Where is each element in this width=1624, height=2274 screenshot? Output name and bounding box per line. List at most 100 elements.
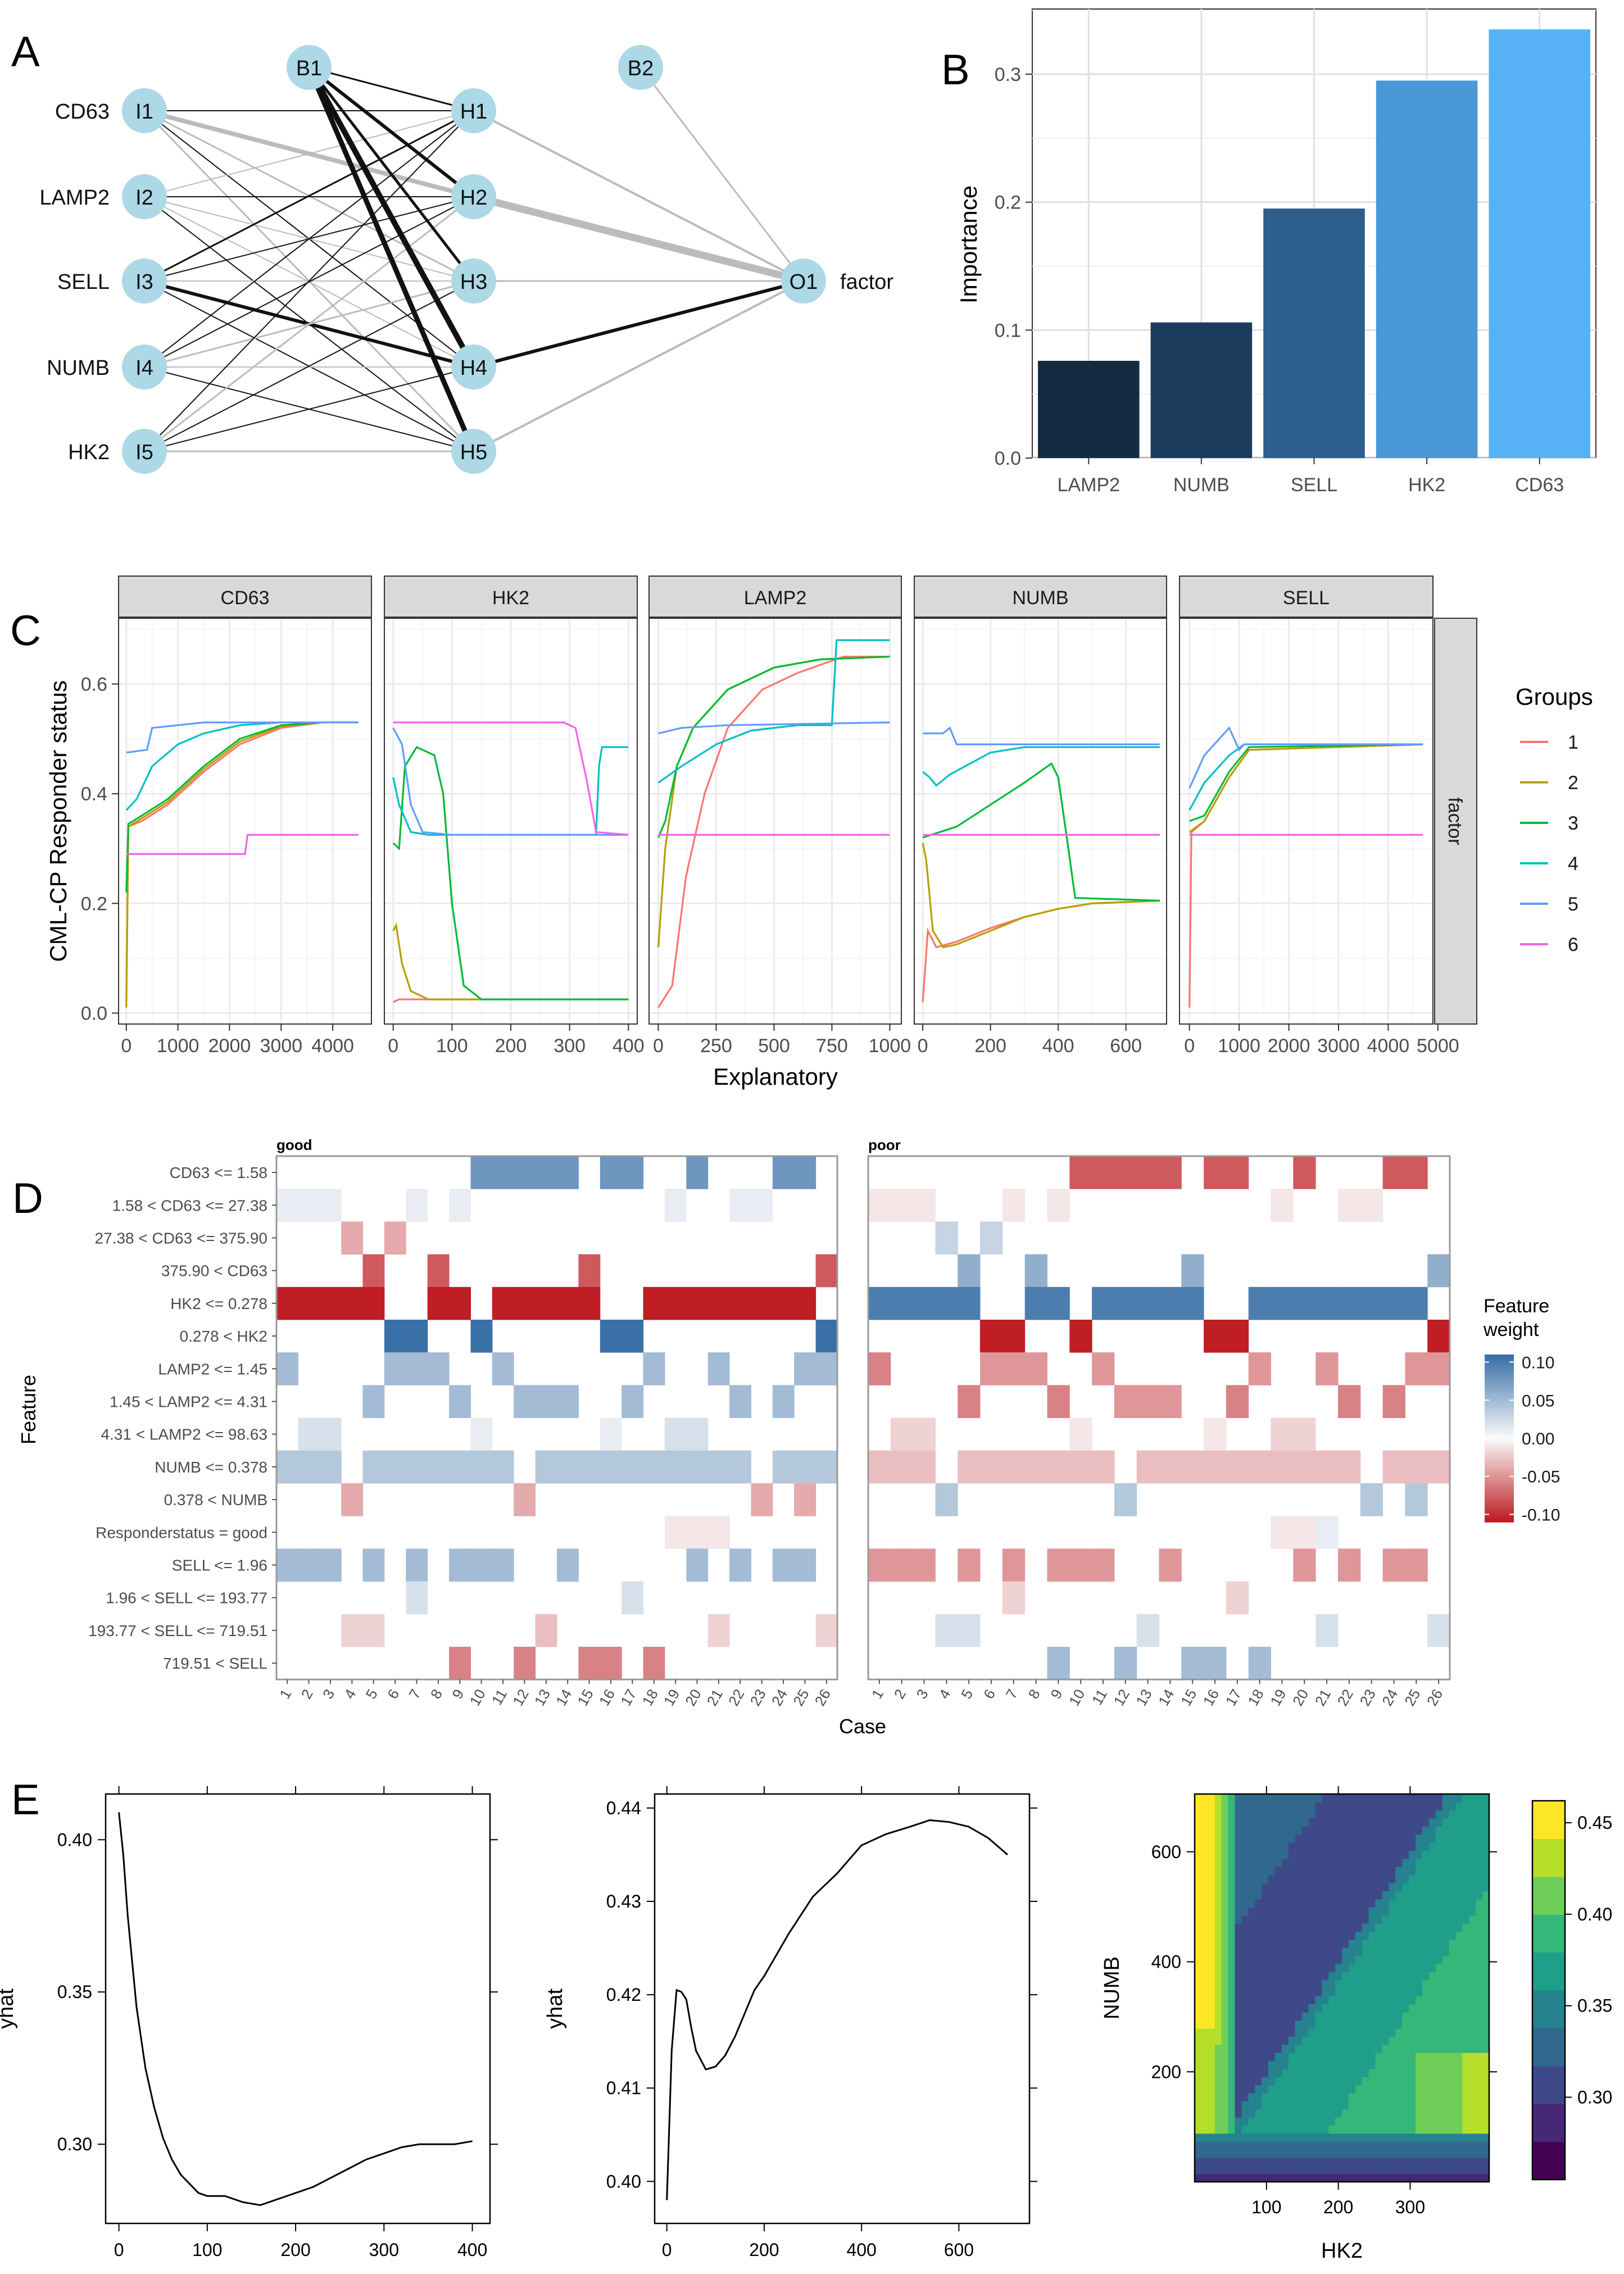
heatmap-cell [1195,1826,1202,1835]
heatmap-cell [1024,1352,1047,1385]
heatmap-cell [1288,2044,1296,2053]
heatmap-cell [1322,2149,1329,2158]
heatmap-cell [1268,1867,1276,1876]
heatmap-cell [1416,2036,1423,2045]
heatmap-cell [1328,1955,1336,1964]
heatmap-cell [1476,1963,1483,1972]
heatmap-cell [406,1548,428,1582]
heatmap-cell [1288,1859,1296,1867]
heatmap-cell [1281,1899,1289,1908]
heatmap-cell [1409,2053,1416,2061]
heatmap-cell [1274,1907,1282,1916]
heatmap-cell [1368,1923,1376,1932]
heatmap-cell [1455,2092,1463,2101]
heatmap-cell [1409,2101,1416,2110]
heatmap-cell [1201,1850,1209,1859]
heatmap-cell [1274,1842,1282,1851]
heatmap-cell [1201,1923,1209,1932]
heatmap-cell [1382,2036,1389,2045]
heatmap-cell [1469,2109,1476,2118]
heatmap-cell [1348,2157,1356,2166]
heatmap-cell [1274,2109,1282,2118]
heatmap-cell [1449,2149,1456,2158]
heatmap-cell [1322,1963,1329,1972]
heatmap-cell [1195,1859,1202,1867]
heatmap-cell [1449,1996,1456,2005]
heatmap-cell [1308,1826,1315,1835]
heatmap-cell [1482,1891,1490,1900]
heatmap-cell [1455,1923,1463,1932]
facet-border [275,1155,838,1680]
heatmap-cell [1335,1931,1342,1940]
heatmap-cell [1442,1915,1450,1924]
heatmap-cell [1288,1874,1296,1883]
heatmap-cell [1375,1972,1382,1981]
heatmap-cell [1335,1899,1342,1908]
heatmap-cell [1428,2157,1436,2166]
heatmap-cell [958,1287,981,1320]
heatmap-cell [1255,2068,1262,2077]
heatmap-cell [1221,2092,1229,2101]
heatmap-cell [1416,1907,1423,1916]
heatmap-cell [1482,1979,1490,1988]
heatmap-cell [1308,1794,1315,1802]
heatmap-cell [1342,1979,1349,1988]
x-tick-label: 200 [1323,2197,1353,2217]
heatmap-cell [1409,1899,1416,1908]
heatmap-cell [1395,1867,1403,1876]
heatmap-cell [1328,1883,1336,1892]
legend-gradient-step [1485,1491,1514,1495]
heatmap-cell [1328,1979,1336,1988]
heatmap-cell [1428,2085,1436,2094]
heatmap-cell [449,1647,471,1680]
heatmap-cell [1268,2044,1276,2053]
heatmap-cell [1201,1810,1209,1819]
heatmap-cell [1375,2149,1382,2158]
legend-gradient-step [1485,1502,1514,1506]
heatmap-cell [1362,2068,1369,2077]
heatmap-cell [1201,1988,1209,1996]
heatmap-cell [1308,2125,1315,2134]
heatmap-cell [1221,2173,1229,2182]
heatmap-cell [1362,1818,1369,1827]
heatmap-cell [1348,2044,1356,2053]
heatmap-cell [1201,1931,1209,1940]
heatmap-cell [1442,1842,1450,1851]
heatmap-cell [1455,1883,1463,1892]
heatmap-cell [1427,1320,1450,1353]
heatmap-cell [1092,1450,1115,1484]
heatmap-cell [1281,2109,1289,2118]
heatmap-cell [1482,1955,1490,1964]
heatmap-cell [1235,2109,1242,2118]
heatmap-cell [1288,1923,1296,1932]
heatmap-cell [319,1189,342,1222]
heatmap-cell [1262,1988,1269,1996]
panel-background [914,618,1167,1024]
heatmap-cell [1389,1996,1396,2005]
heatmap-cell [1069,1417,1092,1451]
heatmap-cell [1288,1891,1296,1900]
heatmap-cell [1235,1834,1242,1843]
heatmap-cell [1195,2109,1202,2118]
heatmap-cell [1335,2077,1342,2086]
heatmap-cell [1342,1955,1349,1964]
heatmap-cell [1449,2117,1456,2126]
heatmap-cell [1342,1810,1349,1819]
heatmap-cell [1362,2101,1369,2110]
heatmap-cell [1208,1842,1215,1851]
heatmap-cell [1435,1810,1443,1819]
heatmap-cell [1235,2092,1242,2101]
heatmap-cell [492,1287,514,1320]
heatmap-cell [1422,1818,1430,1827]
heatmap-cell [1422,1891,1430,1900]
heatmap-cell [1449,2068,1456,2077]
colorbar-segment [1532,1838,1565,1858]
heatmap-cell [1342,2149,1349,2158]
heatmap-cell [1482,2166,1490,2175]
heatmap-cell [1355,1834,1363,1843]
heatmap-cell [1235,2117,1242,2126]
heatmap-cell [1455,1794,1463,1802]
strip-right-background [1434,618,1477,1025]
heatmap-cell [1368,1899,1376,1908]
heatmap-cell [1281,2004,1289,2013]
